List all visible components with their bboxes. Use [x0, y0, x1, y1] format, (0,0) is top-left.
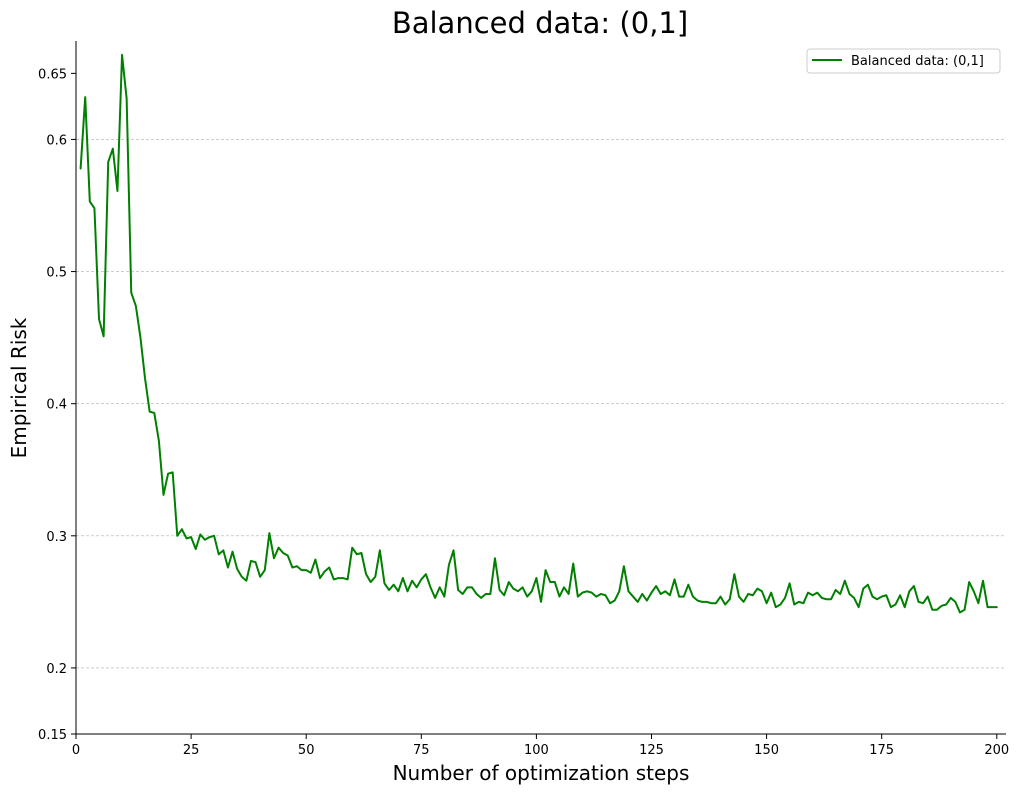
- x-ticks: 0 25 50 75 100 125 150 175 200: [72, 734, 1009, 758]
- legend-box: [806, 48, 1001, 74]
- x-tick-label: 150: [754, 743, 779, 758]
- x-tick-label: 100: [524, 743, 549, 758]
- x-tick-label: 50: [298, 743, 315, 758]
- x-tick-label: 25: [183, 743, 200, 758]
- gridlines: [76, 139, 1006, 669]
- series-line: [79, 53, 998, 614]
- y-tick-label: 0.6: [46, 133, 67, 148]
- x-axis-title: Number of optimization steps: [393, 761, 690, 785]
- chart-title: Balanced data: (0,1]: [392, 6, 688, 40]
- x-tick-label: 0: [72, 743, 80, 758]
- x-tick-label: 200: [984, 743, 1009, 758]
- y-tick-label: 0.2: [46, 662, 67, 677]
- y-tick-label: 0.4: [46, 398, 67, 413]
- y-tick-label: 0.3: [46, 530, 67, 545]
- x-tick-label: 75: [413, 743, 430, 758]
- legend-label: Balanced data: (0,1]: [851, 54, 984, 69]
- y-ticks: 0.15 0.2 0.3 0.4 0.5 0.6 0.65: [38, 67, 76, 743]
- y-tick-label: 0.65: [38, 67, 67, 82]
- axes: [75, 41, 1006, 735]
- series-layer: [79, 53, 998, 614]
- y-tick-label: 0.15: [38, 728, 67, 743]
- y-tick-label: 0.5: [46, 266, 67, 281]
- y-axis-title: Empirical Risk: [7, 317, 31, 458]
- x-tick-label: 175: [869, 743, 894, 758]
- x-tick-label: 125: [639, 743, 664, 758]
- legend: Balanced data: (0,1]: [806, 48, 1001, 74]
